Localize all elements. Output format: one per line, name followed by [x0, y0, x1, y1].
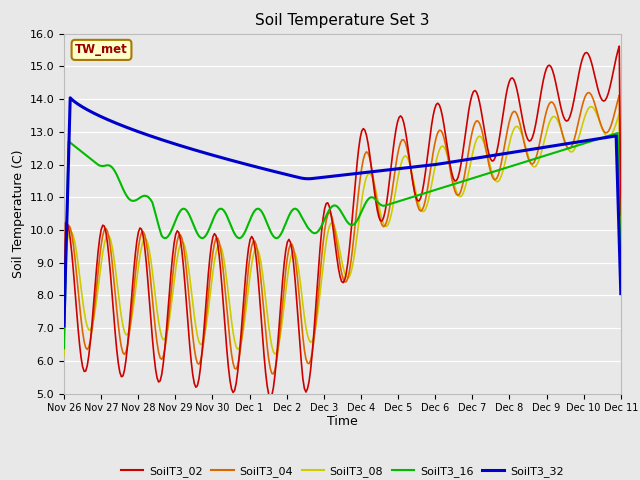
X-axis label: Time: Time: [327, 415, 358, 428]
Text: TW_met: TW_met: [75, 43, 128, 56]
Legend: SoilT3_02, SoilT3_04, SoilT3_08, SoilT3_16, SoilT3_32: SoilT3_02, SoilT3_04, SoilT3_08, SoilT3_…: [116, 462, 568, 480]
Y-axis label: Soil Temperature (C): Soil Temperature (C): [12, 149, 26, 278]
Title: Soil Temperature Set 3: Soil Temperature Set 3: [255, 13, 429, 28]
